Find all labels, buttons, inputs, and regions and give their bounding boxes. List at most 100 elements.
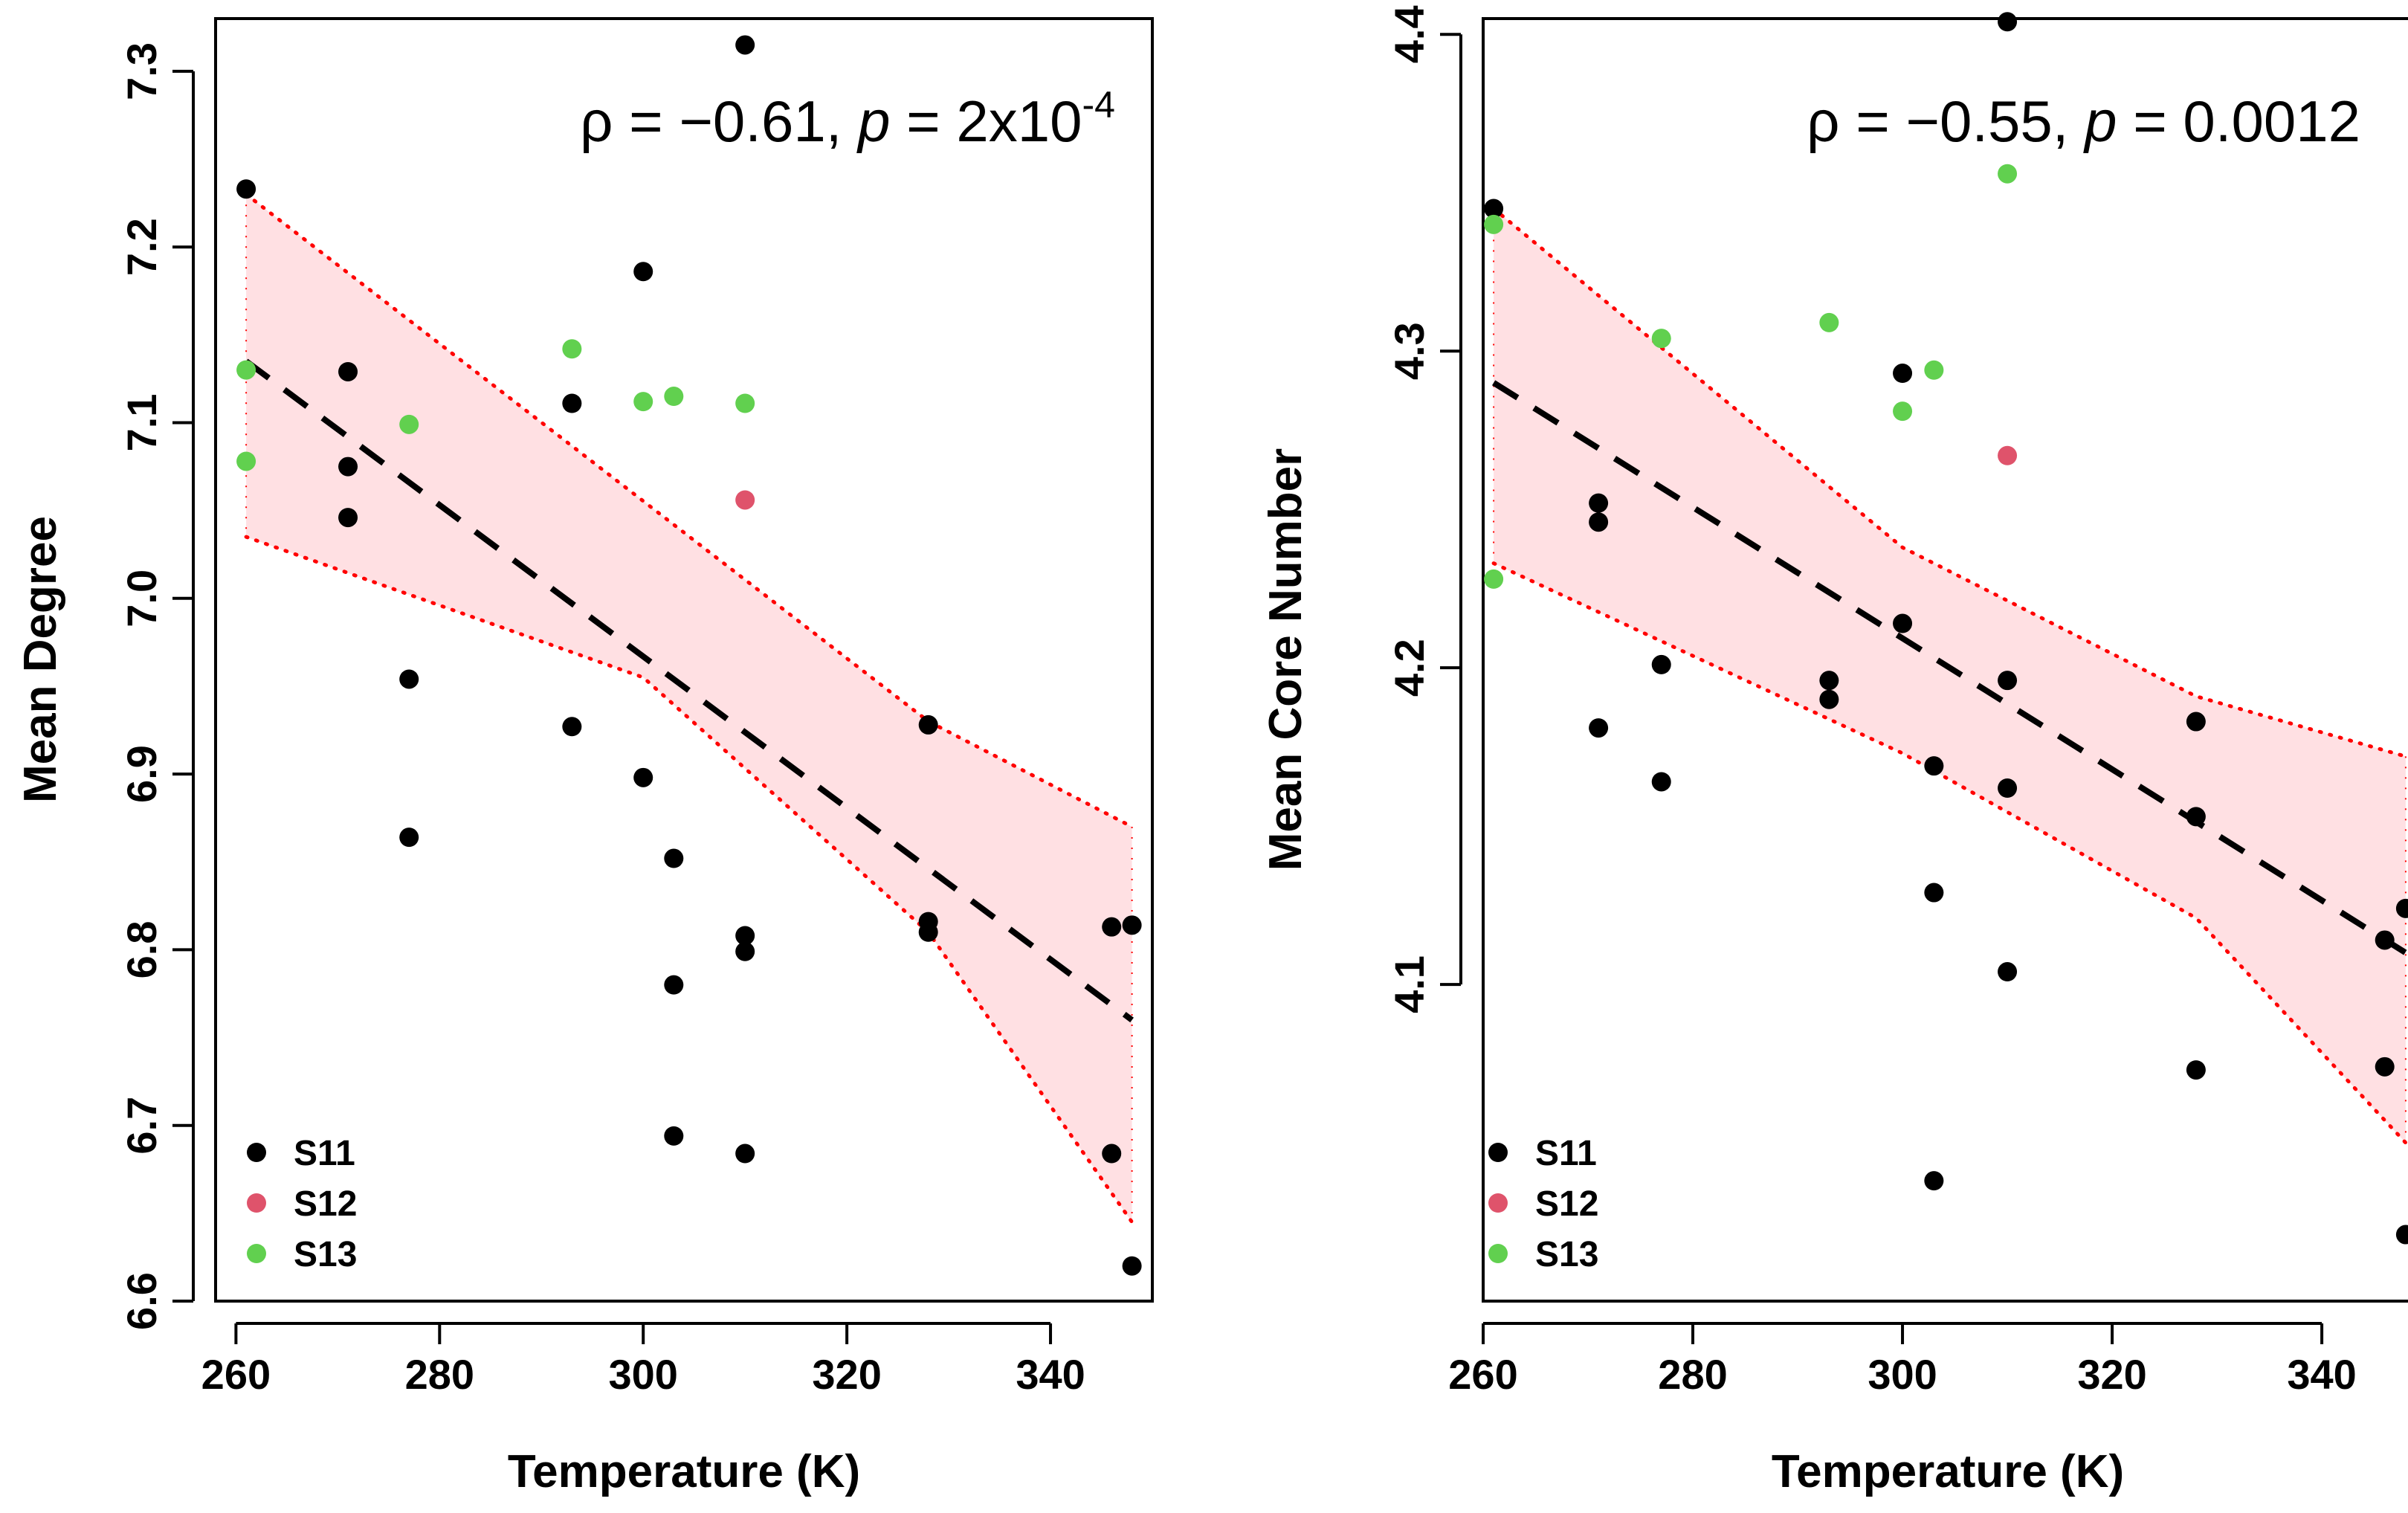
legend-label-s11: S11 — [294, 1134, 355, 1173]
data-point-s11 — [1924, 1171, 1944, 1191]
y-axis-title: Mean Core Number — [1260, 448, 1311, 871]
data-point-s13 — [1893, 401, 1913, 422]
data-point-s13 — [562, 339, 582, 359]
data-point-s11 — [1589, 493, 1609, 513]
data-point-s13 — [1998, 164, 2018, 184]
y-tick-label: 7.3 — [118, 42, 165, 100]
data-point-s11 — [633, 767, 653, 787]
data-point-s11 — [1998, 12, 2018, 32]
legend: S11 S12 S13 — [247, 1134, 357, 1274]
regression-line — [1491, 380, 2408, 955]
y-axis: 4.1 4.2 4.3 4.4 — [1386, 5, 1462, 1013]
data-point-s11 — [2395, 1225, 2408, 1245]
panel-background — [0, 0, 1204, 1513]
data-point-s11 — [1819, 689, 1839, 709]
p-value: = 0.0012 — [2117, 88, 2360, 154]
plot-frame — [1482, 17, 2408, 1303]
data-point-s13 — [1924, 360, 1944, 380]
data-point-s13 — [236, 360, 256, 380]
y-tick-label: 6.8 — [118, 920, 165, 978]
x-tick-label: 280 — [1658, 1351, 1727, 1398]
y-tick-label: 4.3 — [1386, 322, 1433, 380]
data-point-s11 — [1102, 917, 1122, 937]
rho-symbol: ρ — [1807, 88, 1839, 154]
y-tick-label: 4.4 — [1386, 5, 1433, 63]
x-axis-title: Temperature (K) — [1772, 1446, 2124, 1497]
data-point-s12 — [1998, 445, 2018, 465]
data-point-s11 — [1122, 915, 1142, 935]
data-point-s11 — [1924, 883, 1944, 903]
p-symbol: p — [2083, 88, 2117, 154]
data-point-s13 — [1484, 569, 1504, 589]
x-tick-label: 260 — [1448, 1351, 1517, 1398]
x-axis-title: Temperature (K) — [508, 1446, 860, 1497]
x-tick-label: 300 — [1868, 1351, 1937, 1398]
data-point-s11 — [399, 828, 419, 848]
legend-label-s12: S12 — [294, 1184, 357, 1224]
data-point-s13 — [735, 393, 755, 413]
data-point-s11 — [918, 714, 938, 735]
confidence-band — [1494, 208, 2406, 1143]
data-points-layer — [1484, 12, 2408, 1245]
legend-marker-s11 — [247, 1143, 266, 1162]
y-tick-label: 6.9 — [118, 745, 165, 803]
legend-label-s13: S13 — [1535, 1235, 1598, 1274]
data-point-s11 — [1819, 671, 1839, 691]
x-tick-label: 300 — [608, 1351, 677, 1398]
data-point-s11 — [1589, 718, 1609, 738]
x-tick-label: 340 — [2287, 1351, 2356, 1398]
data-point-s11 — [633, 262, 653, 282]
band-upper-edge — [1491, 207, 2408, 758]
plot-frame — [214, 17, 1154, 1303]
data-point-s11 — [1651, 654, 1671, 674]
x-axis: 260 280 300 320 340 — [201, 1322, 1085, 1398]
confidence-band-layer — [1491, 207, 2408, 1145]
data-point-s11 — [664, 975, 684, 995]
y-tick-label: 4.2 — [1386, 639, 1433, 697]
data-point-s11 — [1893, 364, 1913, 384]
data-point-s11 — [1122, 1256, 1142, 1276]
x-tick-label: 340 — [1016, 1351, 1085, 1398]
legend: S11 S12 S13 — [1488, 1134, 1598, 1274]
data-point-s11 — [236, 179, 256, 199]
y-tick-label: 6.6 — [118, 1272, 165, 1330]
data-point-s11 — [2395, 898, 2408, 918]
data-point-s13 — [1651, 329, 1671, 349]
data-point-s11 — [918, 922, 938, 942]
x-tick-label: 260 — [201, 1351, 271, 1398]
fit-line-layer — [1491, 380, 2408, 955]
legend-marker-s11 — [1488, 1143, 1508, 1162]
p-value: = 2x10 — [890, 88, 1082, 154]
y-tick-label: 6.7 — [118, 1097, 165, 1155]
data-point-s11 — [1102, 1143, 1122, 1164]
data-point-s11 — [1998, 671, 2018, 691]
x-tick-label: 320 — [2077, 1351, 2146, 1398]
y-tick-label: 7.0 — [118, 570, 165, 628]
band-lower-edge — [244, 535, 1134, 1225]
data-point-s11 — [1998, 778, 2018, 798]
legend-marker-s13 — [247, 1244, 266, 1263]
x-axis: 260 280 300 320 340 — [1448, 1322, 2357, 1398]
y-tick-label: 7.2 — [118, 218, 165, 276]
data-point-s11 — [562, 393, 582, 413]
data-point-s11 — [1893, 613, 1913, 633]
mean-core-number-panel: 260 280 300 320 340 4.1 4.2 4.3 4.4 Temperature… — [1260, 5, 2408, 1497]
fit-line-layer — [244, 358, 1134, 1023]
data-point-s11 — [664, 1126, 684, 1146]
regression-line — [244, 358, 1134, 1023]
data-point-s11 — [2186, 1060, 2206, 1080]
data-point-s11 — [338, 457, 358, 477]
correlation-annotation: ρ = −0.61, p = 2x10-4 — [580, 84, 1115, 154]
legend-label-s13: S13 — [294, 1235, 357, 1274]
x-tick-label: 280 — [405, 1351, 474, 1398]
legend-marker-s12 — [1488, 1193, 1508, 1213]
data-point-s11 — [1924, 756, 1944, 776]
data-point-s11 — [399, 669, 419, 689]
data-point-s11 — [735, 35, 755, 55]
data-point-s11 — [1589, 512, 1609, 532]
confidence-band — [246, 194, 1132, 1222]
y-tick-label: 4.1 — [1386, 955, 1433, 1013]
mean-degree-panel: 260 280 300 320 340 6.6 6.7 6.8 6.9 7.0 7.1 7.2 7.3… — [0, 0, 1204, 1513]
data-point-s13 — [399, 414, 419, 434]
